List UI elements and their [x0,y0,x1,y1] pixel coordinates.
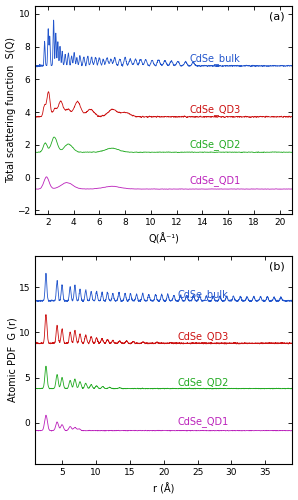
Text: CdSe_QD3: CdSe_QD3 [190,104,241,115]
Text: CdSe_QD1: CdSe_QD1 [190,176,241,186]
Text: (a): (a) [269,12,285,22]
X-axis label: Q(Å⁻¹): Q(Å⁻¹) [148,233,179,244]
X-axis label: r (Å): r (Å) [153,483,174,494]
Text: CdSe_bulk: CdSe_bulk [177,289,228,300]
Text: CdSe_QD3: CdSe_QD3 [177,332,229,342]
Text: CdSe_QD1: CdSe_QD1 [177,416,229,428]
Y-axis label: Total scattering function  S(Q): Total scattering function S(Q) [6,36,15,182]
Text: CdSe_QD2: CdSe_QD2 [177,376,229,388]
Y-axis label: Atomic PDF  G (r): Atomic PDF G (r) [7,317,17,402]
Text: CdSe_QD2: CdSe_QD2 [190,140,241,150]
Text: CdSe_bulk: CdSe_bulk [190,54,240,64]
Text: (b): (b) [269,262,285,272]
